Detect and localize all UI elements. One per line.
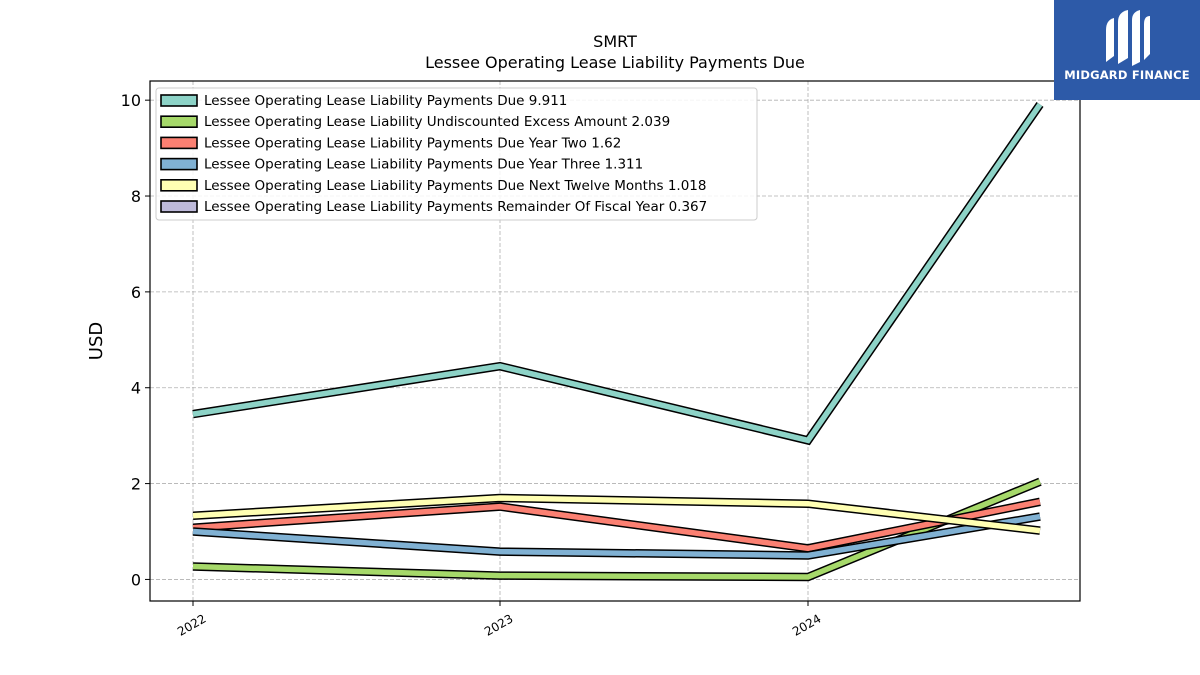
series-line [192, 513, 1041, 559]
logo-text: MIDGARD FINANCE [1064, 68, 1190, 82]
plot-frame [149, 80, 1081, 602]
x-tick-label: 2023 [482, 611, 515, 638]
legend-label: Lessee Operating Lease Liability Undisco… [204, 114, 670, 130]
legend-label: Lessee Operating Lease Liability Payment… [204, 178, 706, 194]
midgard-logo-icon [1106, 10, 1150, 66]
series-lines [192, 101, 1044, 582]
legend-swatch [160, 200, 198, 213]
legend-swatch [160, 136, 198, 150]
y-tick-label: 0 [131, 570, 141, 589]
chart-title: SMRT [593, 32, 637, 51]
y-tick-label: 8 [131, 187, 141, 206]
series-line [192, 102, 1043, 444]
x-tick-label: 2024 [790, 611, 823, 638]
legend-label: Lessee Operating Lease Liability Payment… [204, 93, 567, 109]
y-tick-label: 2 [131, 475, 141, 494]
legend-swatch [160, 115, 198, 128]
legend-swatch [160, 94, 198, 107]
y-axis-label: USD [86, 322, 107, 360]
series-line [192, 499, 1041, 552]
y-tick-label: 10 [121, 91, 141, 110]
legend: Lessee Operating Lease Liability Payment… [155, 87, 758, 221]
midgard-finance-logo: MIDGARD FINANCE [1054, 0, 1200, 100]
legend-swatch [160, 157, 198, 171]
legend-label: Lessee Operating Lease Liability Payment… [204, 199, 707, 215]
series-line [192, 495, 1041, 534]
legend-box [155, 87, 758, 221]
x-tick-label: 2022 [175, 611, 208, 638]
y-tick-label: 6 [131, 283, 141, 302]
legend-swatch [160, 179, 198, 192]
legend-label: Lessee Operating Lease Liability Payment… [204, 157, 643, 173]
legend-label: Lessee Operating Lease Liability Payment… [204, 135, 621, 151]
y-tick-label: 4 [131, 379, 141, 398]
chart-subtitle: Lessee Operating Lease Liability Payment… [425, 53, 805, 72]
